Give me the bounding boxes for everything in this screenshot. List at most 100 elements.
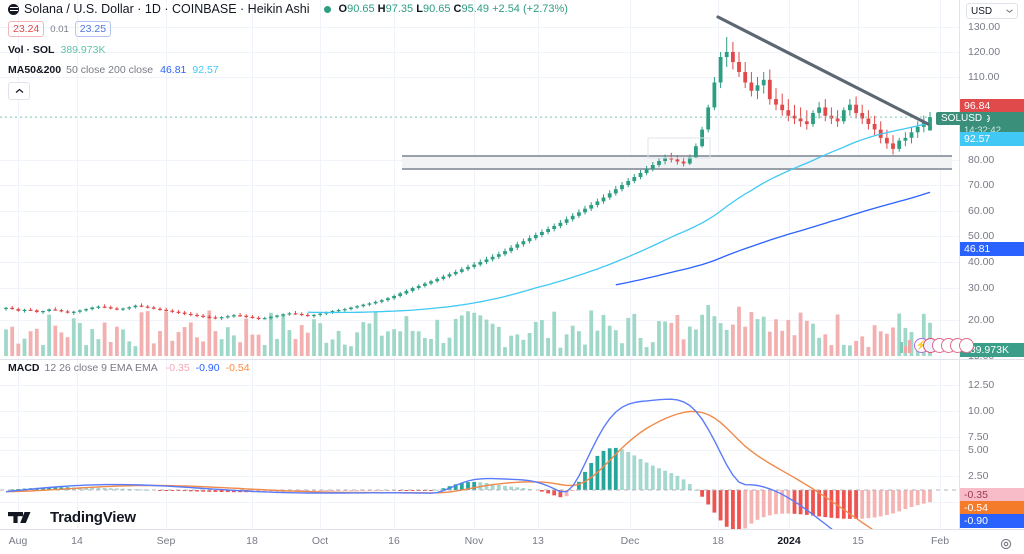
volume-bar <box>743 326 748 356</box>
volume-bar <box>527 333 532 356</box>
price-chart-canvas[interactable] <box>0 0 960 360</box>
volume-bar <box>305 332 310 356</box>
candle-body <box>546 229 550 232</box>
candle-body <box>164 309 169 311</box>
collapse-legend-button[interactable] <box>8 82 30 100</box>
series-tag[interactable]: SOLUSD <box>936 112 988 125</box>
volume-legend-row[interactable]: Vol · SOL 389.973K <box>8 41 568 59</box>
macd-hist-bar <box>564 490 569 497</box>
candle-body <box>299 313 304 316</box>
candle-body <box>108 307 113 309</box>
volume-bar <box>90 329 95 356</box>
candle-body <box>798 118 803 122</box>
volume-bar <box>176 332 181 356</box>
macd-hist-bar <box>225 490 230 493</box>
volume-series <box>4 305 932 356</box>
candle-body <box>915 126 920 133</box>
candle-body <box>115 308 119 310</box>
macd-hist-bar <box>115 488 119 490</box>
ma-legend-row[interactable]: MA50&200 50 close 200 close 46.81 92.57 <box>8 61 568 79</box>
macd-args: 12 26 close 9 EMA EMA <box>44 362 158 374</box>
macd-line <box>5 398 835 530</box>
candle-body <box>484 259 489 262</box>
candle-body <box>626 181 631 185</box>
candle-body <box>638 173 643 177</box>
volume-bar <box>84 345 88 356</box>
page-title[interactable]: Solana / U.S. Dollar · 1D · COINBASE · H… <box>24 2 310 16</box>
volume-bar <box>188 322 193 356</box>
volume-bar <box>269 312 273 356</box>
macd-hist-bar <box>453 484 458 490</box>
candle-body <box>453 271 458 275</box>
ohlc-o-label: O <box>338 3 348 15</box>
volume-bar <box>841 344 846 356</box>
bid-price[interactable]: 23.24 <box>8 21 45 37</box>
candle-body <box>287 313 292 315</box>
macd-hist-bar <box>84 487 88 490</box>
volume-bar <box>96 339 101 356</box>
gridline-vertical <box>252 0 253 530</box>
candle-body <box>577 212 581 216</box>
volume-bar <box>484 319 489 356</box>
price-axis-divider <box>959 0 960 530</box>
ohlc-c-value: 95.49 <box>461 3 490 15</box>
macd-hist-badge: -0.35 <box>960 488 1024 502</box>
volume-bar <box>225 327 230 356</box>
trendline[interactable] <box>716 15 930 126</box>
candle-body <box>583 208 587 213</box>
candle-body <box>342 309 347 311</box>
macd-chart-canvas[interactable] <box>0 360 960 530</box>
candle-body <box>595 201 600 205</box>
volume-bar <box>583 344 587 356</box>
candle-body <box>909 132 914 138</box>
macd-hist-bar <box>459 482 464 490</box>
price-scale[interactable]: USD 130.00 120.00 110.00 80.00 70.00 60.00 50.… <box>960 0 1024 554</box>
ask-price[interactable]: 23.25 <box>74 21 112 37</box>
time-tick: 18 <box>712 535 724 547</box>
volume-bar <box>644 347 649 356</box>
gear-icon[interactable] <box>1000 538 1012 550</box>
candle-body <box>823 107 828 116</box>
volume-bar <box>835 314 840 356</box>
chevron-up-icon <box>15 88 23 93</box>
candle-body <box>570 215 575 220</box>
candle-body <box>373 301 378 304</box>
volume-bar <box>299 325 304 356</box>
indicator-badge-stack[interactable]: ⚡ <box>900 338 974 353</box>
macd-hist-bar <box>435 489 440 491</box>
coin-icon <box>8 3 19 15</box>
macd-hist-bar <box>706 490 711 505</box>
macd-hist-bar <box>503 485 507 490</box>
macd-hist-bar <box>570 490 575 491</box>
gridline-vertical <box>394 0 395 530</box>
candle-body <box>312 314 316 317</box>
candle-body <box>318 313 323 315</box>
volume-bar <box>41 345 45 356</box>
volume-bar <box>16 343 21 356</box>
status-dot-icon <box>323 5 331 13</box>
candle-body <box>755 85 760 91</box>
volume-bar <box>441 343 446 356</box>
macd-hist-bar <box>195 490 199 492</box>
candle-body <box>349 307 353 310</box>
candle-body <box>644 169 649 173</box>
ma200-value: 92.57 <box>192 64 219 76</box>
candle-body <box>737 62 741 72</box>
drawing-rect[interactable] <box>647 137 711 159</box>
tradingview-logo[interactable]: TradingView <box>8 509 136 526</box>
candle-body <box>195 314 199 317</box>
candle-body <box>589 205 594 209</box>
stack-badge-icon-4[interactable] <box>959 338 974 353</box>
macd-legend[interactable]: MACD 12 26 close 9 EMA EMA -0.35 -0.90 -… <box>8 361 250 375</box>
currency-selector[interactable]: USD <box>966 3 1018 19</box>
volume-bar <box>410 330 415 356</box>
volume-bar <box>429 339 433 356</box>
volume-bar <box>706 305 711 356</box>
macd-hist-bar <box>429 490 433 491</box>
candle-body <box>607 193 612 198</box>
gridline <box>0 52 960 53</box>
candle-body <box>367 303 372 305</box>
candle-body <box>866 118 871 124</box>
time-scale[interactable]: Aug 14 Sep 18 Oct 16 Nov 13 Dec 18 2024 15 Feb <box>0 529 1024 554</box>
gridline <box>0 476 960 477</box>
